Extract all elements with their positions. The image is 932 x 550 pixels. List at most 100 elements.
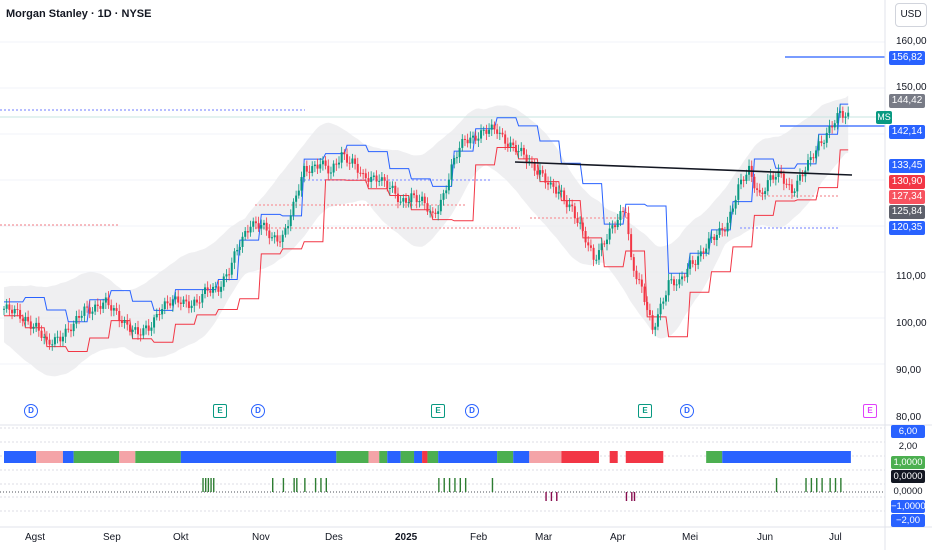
candle-body <box>415 195 418 203</box>
drawings[interactable] <box>514 161 853 176</box>
candle-body <box>364 173 367 179</box>
indicator-block <box>336 451 369 463</box>
candle-body <box>611 225 614 229</box>
indicator-label: −1,0000 <box>891 500 926 513</box>
candle-body <box>619 211 622 220</box>
histogram-bar <box>207 478 210 492</box>
price-tick: 80,00 <box>896 412 922 423</box>
candle-body <box>589 245 592 248</box>
candle-body <box>418 201 421 203</box>
candle-body <box>155 314 158 318</box>
histogram-bar <box>325 478 327 492</box>
histogram-bar <box>293 478 295 492</box>
candle-body <box>225 274 228 277</box>
candle-body <box>496 129 499 134</box>
candle-body <box>139 334 142 336</box>
candle-body <box>174 296 177 300</box>
earnings-marker: E <box>638 404 652 418</box>
candle-body <box>622 211 625 213</box>
indicator-block <box>427 451 439 463</box>
histogram-bar <box>816 478 818 492</box>
candle-body <box>19 309 22 319</box>
candle-body <box>807 159 809 171</box>
indicator-block <box>73 451 120 463</box>
candle-body <box>150 327 153 331</box>
candle-body <box>544 173 547 183</box>
candle-body <box>514 145 517 153</box>
candle-body <box>335 163 338 165</box>
candle-body <box>715 234 718 240</box>
candle-body <box>177 296 180 303</box>
indicator-block <box>722 451 851 463</box>
currency-button[interactable]: USD <box>895 3 927 27</box>
candle-body <box>686 268 689 278</box>
candle-body <box>11 309 14 314</box>
candle-body <box>635 270 638 280</box>
candle-body <box>413 193 416 196</box>
indicator-label: 0,0000 <box>891 485 925 498</box>
candle-body <box>458 147 461 158</box>
candle-body <box>241 236 244 247</box>
candle-body <box>171 299 174 306</box>
candle-body <box>549 182 552 185</box>
candle-body <box>169 303 172 306</box>
trendline[interactable] <box>514 161 853 176</box>
price-label: 142,14 <box>889 125 925 139</box>
time-tick: Mei <box>682 532 699 543</box>
candle-body <box>362 173 365 175</box>
candle-body <box>579 222 582 224</box>
candle-body <box>16 309 19 311</box>
candle-body <box>327 165 330 174</box>
candle-body <box>407 202 410 204</box>
candle-body <box>828 126 831 133</box>
candle-body <box>27 316 30 322</box>
candle-body <box>576 218 579 223</box>
candle-body <box>201 293 204 303</box>
candle-body <box>51 344 54 346</box>
candle-body <box>421 196 424 202</box>
candle-body <box>147 325 150 331</box>
candle-body <box>209 290 212 293</box>
candle-body <box>659 303 662 315</box>
candle-body <box>769 175 772 181</box>
histogram-bar <box>840 478 842 492</box>
candle-body <box>640 279 643 287</box>
candle-body <box>632 257 635 271</box>
candle-body <box>782 173 785 184</box>
candle-body <box>64 328 67 337</box>
candle-body <box>91 311 94 314</box>
candle-body <box>509 142 512 147</box>
candle-body <box>705 248 708 254</box>
candle-body <box>597 250 600 260</box>
candle-body <box>630 234 633 258</box>
histogram-bar <box>625 492 628 501</box>
candle-body <box>354 158 357 164</box>
indicator-block <box>706 451 723 463</box>
candle-body <box>552 182 555 187</box>
candle-body <box>230 262 233 275</box>
candle-body <box>723 230 726 232</box>
candle-body <box>206 287 209 291</box>
candle-body <box>670 279 673 281</box>
candle-body <box>694 263 697 265</box>
time-tick: Sep <box>103 532 121 543</box>
candle-body <box>726 222 729 232</box>
indicator-label: 1,0000 <box>891 456 925 469</box>
candle-body <box>273 235 276 238</box>
candle-body <box>297 190 300 196</box>
price-label: 144,42 <box>889 94 925 108</box>
price-label: 127,34 <box>889 190 925 204</box>
dividend-marker: D <box>24 404 38 418</box>
candle-body <box>279 241 282 243</box>
candle-body <box>512 142 515 146</box>
candle-body <box>638 279 641 281</box>
indicator-block <box>513 451 530 463</box>
candle-body <box>568 204 571 208</box>
candle-body <box>134 327 137 330</box>
candle-body <box>536 170 539 175</box>
candle-body <box>303 165 306 178</box>
time-tick: Des <box>325 532 343 543</box>
candle-body <box>466 139 469 144</box>
candle-body <box>573 206 576 219</box>
